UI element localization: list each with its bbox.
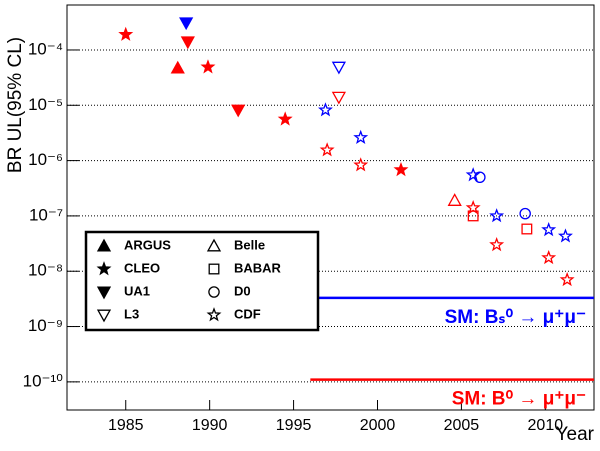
data-point bbox=[393, 161, 409, 177]
legend-box bbox=[84, 230, 320, 332]
y-axis-label: BR UL(95% CL) bbox=[5, 37, 26, 173]
data-point bbox=[353, 129, 369, 145]
y-tick-label: 10⁻⁷ bbox=[29, 205, 63, 224]
legend-label: L3 bbox=[124, 306, 139, 321]
x-tick-label: 1995 bbox=[276, 417, 312, 434]
legend-marker bbox=[206, 307, 222, 322]
reference-label: SM: Bₛ⁰ → μ⁺μ⁻ bbox=[445, 307, 586, 328]
legend: ARGUS CLEO UA1 L3 Belle BABAR D0 CDF bbox=[84, 230, 320, 332]
data-point bbox=[489, 236, 505, 252]
legend-label: CDF bbox=[234, 306, 261, 321]
legend-label: Belle bbox=[234, 237, 265, 252]
data-point bbox=[353, 157, 369, 172]
legend-marker bbox=[96, 286, 112, 300]
data-point bbox=[170, 60, 185, 74]
reference-label: SM: B⁰ → μ⁺μ⁻ bbox=[452, 389, 586, 410]
data-point bbox=[559, 271, 575, 287]
data-point bbox=[331, 61, 346, 75]
legend-marker bbox=[208, 263, 220, 275]
x-axis-label: Year bbox=[556, 424, 595, 445]
data-point bbox=[447, 193, 462, 206]
legend-marker bbox=[96, 309, 112, 323]
data-point bbox=[179, 17, 194, 31]
y-tick-label: 10⁻⁶ bbox=[28, 150, 63, 169]
legend-marker bbox=[208, 286, 220, 298]
legend-label: UA1 bbox=[124, 283, 150, 298]
data-point bbox=[474, 171, 486, 184]
data-point bbox=[231, 104, 246, 118]
legend-marker bbox=[96, 261, 112, 276]
data-point bbox=[541, 249, 557, 265]
data-point bbox=[319, 142, 335, 157]
legend-label: ARGUS bbox=[124, 237, 171, 252]
data-point bbox=[557, 228, 573, 243]
y-tick-label: 10⁻¹⁰ bbox=[23, 371, 64, 390]
legend-marker bbox=[96, 238, 112, 252]
data-point bbox=[180, 36, 195, 50]
legend-label: CLEO bbox=[124, 260, 160, 275]
x-tick-label: 2005 bbox=[444, 417, 480, 434]
data-point bbox=[465, 199, 481, 215]
data-point bbox=[200, 59, 216, 74]
data-point bbox=[489, 208, 505, 223]
data-point bbox=[465, 167, 481, 182]
y-tick-label: 10⁻⁴ bbox=[28, 39, 63, 58]
data-point bbox=[277, 111, 293, 126]
legend-marker bbox=[206, 238, 222, 252]
legend-label: BABAR bbox=[234, 260, 282, 275]
x-tick-label: 1990 bbox=[192, 417, 228, 434]
plot-frame bbox=[66, 4, 595, 411]
x-tick-label: 2010 bbox=[528, 417, 564, 434]
x-tick-label: 1985 bbox=[108, 417, 144, 434]
x-tick-label: 2000 bbox=[360, 417, 396, 434]
data-point bbox=[118, 26, 134, 41]
data-point bbox=[519, 207, 531, 220]
data-point bbox=[317, 102, 333, 117]
data-point bbox=[521, 223, 533, 235]
y-tick-label: 10⁻⁹ bbox=[28, 316, 63, 335]
data-point bbox=[331, 91, 346, 105]
data-point bbox=[541, 221, 557, 237]
y-tick-label: 10⁻⁵ bbox=[28, 95, 63, 114]
legend-label: D0 bbox=[234, 283, 251, 298]
y-tick-label: 10⁻⁸ bbox=[28, 261, 63, 280]
